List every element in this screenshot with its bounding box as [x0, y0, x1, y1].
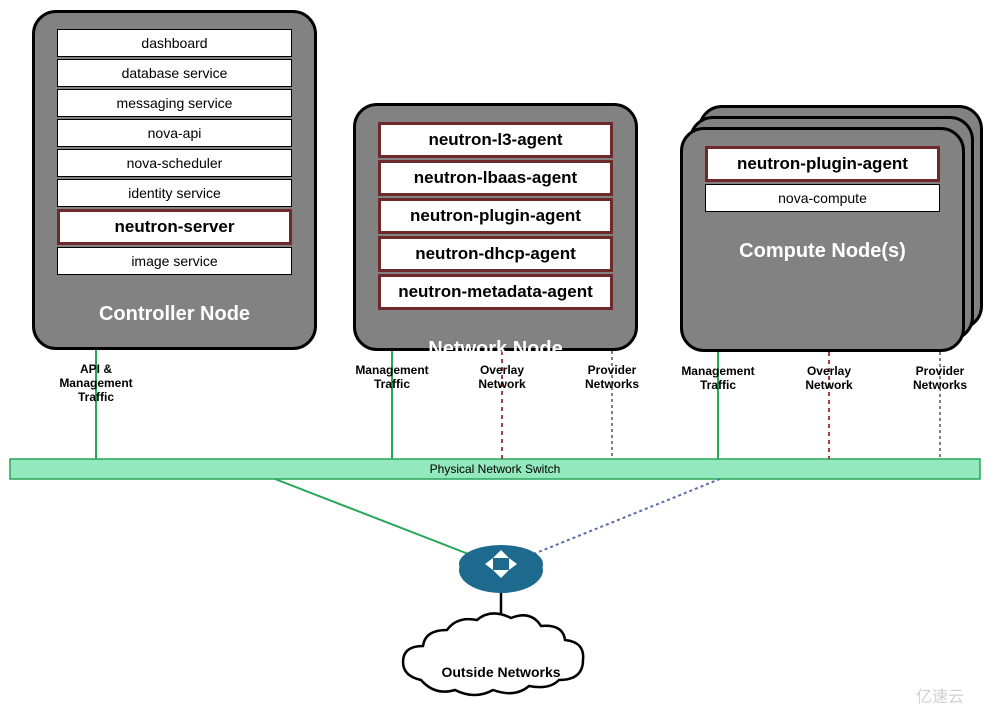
network-svc-3: neutron-dhcp-agent — [378, 236, 613, 272]
compute-conn-label-2: ProviderNetworks — [890, 364, 990, 392]
compute-conn-label-0: ManagementTraffic — [668, 364, 768, 392]
controller-svc-0: dashboard — [57, 29, 292, 57]
controller-svc-3: nova-api — [57, 119, 292, 147]
controller-conn-label-0: API &ManagementTraffic — [46, 362, 146, 404]
network-svc-4: neutron-metadata-agent — [378, 274, 613, 310]
physical-switch — [10, 459, 980, 479]
watermark: 亿速云 — [916, 688, 964, 706]
compute-svc-0: neutron-plugin-agent — [705, 146, 940, 182]
router-icon — [459, 547, 543, 593]
arrow-head — [494, 638, 508, 650]
switch-label: Physical Network Switch — [430, 462, 561, 476]
controller-svc-4: nova-scheduler — [57, 149, 292, 177]
compute-conn-label-1: OverlayNetwork — [779, 364, 879, 392]
compute-title: Compute Node(s) — [693, 240, 952, 263]
cloud-icon — [403, 613, 583, 695]
network-node: neutron-l3-agentneutron-lbaas-agentneutr… — [353, 103, 638, 351]
controller-title: Controller Node — [45, 303, 304, 326]
controller-svc-6: neutron-server — [57, 209, 292, 245]
network-svc-2: neutron-plugin-agent — [378, 198, 613, 234]
network-svc-1: neutron-lbaas-agent — [378, 160, 613, 196]
compute-svc-1: nova-compute — [705, 184, 940, 212]
network-title: Network Node — [366, 338, 625, 361]
controller-node: dashboarddatabase servicemessaging servi… — [32, 10, 317, 350]
controller-svc-5: identity service — [57, 179, 292, 207]
outside-label: Outside Networks — [441, 664, 560, 680]
compute-node: neutron-plugin-agentnova-compute Compute … — [680, 127, 965, 352]
network-conn-label-0: ManagementTraffic — [342, 363, 442, 391]
switch-to-router-2 — [531, 479, 720, 555]
network-conn-label-1: OverlayNetwork — [452, 363, 552, 391]
controller-svc-1: database service — [57, 59, 292, 87]
controller-svc-7: image service — [57, 247, 292, 275]
switch-to-router-1 — [275, 479, 471, 555]
network-conn-label-2: ProviderNetworks — [562, 363, 662, 391]
controller-svc-2: messaging service — [57, 89, 292, 117]
network-svc-0: neutron-l3-agent — [378, 122, 613, 158]
